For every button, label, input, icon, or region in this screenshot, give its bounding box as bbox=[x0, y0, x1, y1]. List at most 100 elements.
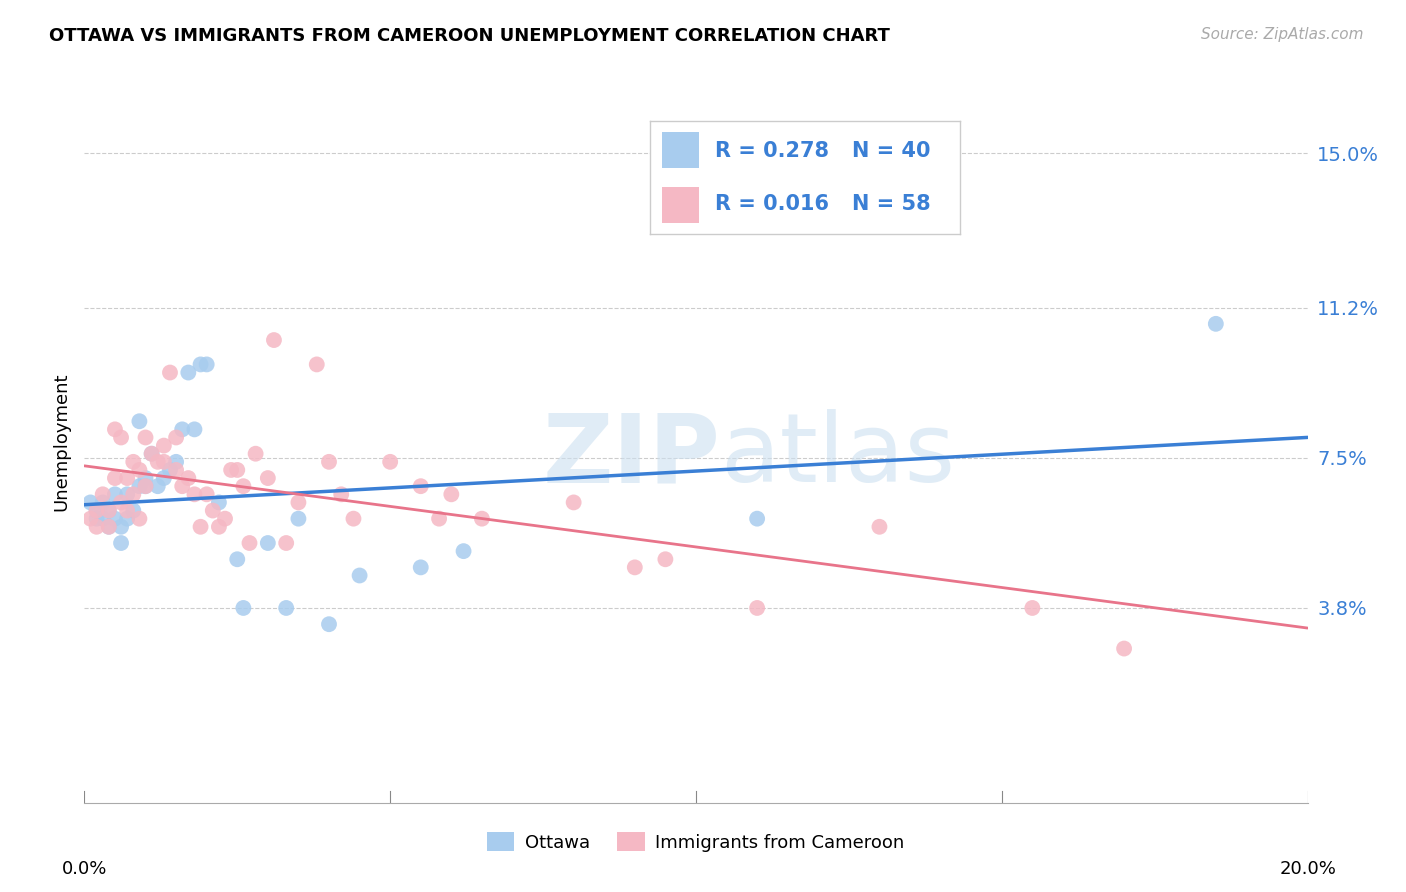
Point bbox=[135, 471, 157, 485]
Point bbox=[79, 511, 101, 525]
Point bbox=[453, 544, 475, 558]
Point bbox=[190, 520, 212, 534]
Point bbox=[232, 601, 254, 615]
Point bbox=[128, 479, 150, 493]
Point bbox=[91, 487, 114, 501]
Point bbox=[1205, 317, 1227, 331]
Point bbox=[201, 503, 224, 517]
Point bbox=[153, 439, 176, 453]
Point bbox=[195, 358, 218, 372]
Point bbox=[128, 463, 150, 477]
Point bbox=[409, 560, 432, 574]
Point bbox=[195, 487, 218, 501]
Text: 0.0%: 0.0% bbox=[62, 860, 107, 878]
Point bbox=[330, 487, 353, 501]
Point bbox=[380, 455, 402, 469]
Point bbox=[159, 463, 181, 477]
Point bbox=[122, 503, 145, 517]
Point bbox=[183, 487, 205, 501]
Point bbox=[104, 422, 127, 436]
Point bbox=[747, 601, 769, 615]
Point bbox=[276, 536, 298, 550]
Point bbox=[427, 511, 450, 525]
Point bbox=[110, 495, 132, 509]
Point bbox=[1021, 601, 1043, 615]
Point bbox=[153, 471, 176, 485]
Text: 20.0%: 20.0% bbox=[1279, 860, 1336, 878]
Point bbox=[135, 430, 157, 444]
Point bbox=[177, 471, 200, 485]
Point bbox=[79, 495, 101, 509]
Point bbox=[135, 479, 157, 493]
Point bbox=[214, 511, 236, 525]
Point bbox=[91, 495, 114, 509]
Point bbox=[104, 487, 127, 501]
Point bbox=[1114, 641, 1136, 656]
Point bbox=[257, 536, 280, 550]
Point bbox=[440, 487, 463, 501]
Point bbox=[97, 520, 120, 534]
Point bbox=[172, 422, 194, 436]
Point bbox=[238, 536, 260, 550]
Point bbox=[110, 430, 132, 444]
Point bbox=[115, 503, 138, 517]
Point bbox=[263, 333, 285, 347]
Point bbox=[97, 503, 120, 517]
Point bbox=[141, 447, 163, 461]
Point bbox=[172, 479, 194, 493]
Text: R = 0.278: R = 0.278 bbox=[716, 141, 830, 161]
Text: Source: ZipAtlas.com: Source: ZipAtlas.com bbox=[1201, 27, 1364, 42]
Point bbox=[287, 511, 309, 525]
Text: N = 40: N = 40 bbox=[852, 141, 931, 161]
Point bbox=[86, 520, 108, 534]
Point bbox=[305, 358, 328, 372]
Point bbox=[257, 471, 280, 485]
Point bbox=[141, 447, 163, 461]
Point bbox=[115, 487, 138, 501]
Point bbox=[165, 463, 187, 477]
Point bbox=[226, 463, 249, 477]
Point bbox=[153, 455, 176, 469]
Point bbox=[654, 552, 676, 566]
Point bbox=[287, 495, 309, 509]
Point bbox=[97, 503, 120, 517]
Text: ZIP: ZIP bbox=[543, 409, 720, 502]
Point bbox=[165, 455, 187, 469]
Point bbox=[190, 358, 212, 372]
Y-axis label: Unemployment: Unemployment bbox=[52, 372, 70, 511]
Point bbox=[110, 520, 132, 534]
Point bbox=[349, 568, 371, 582]
Point bbox=[747, 511, 769, 525]
Point bbox=[159, 366, 181, 380]
Point bbox=[122, 487, 145, 501]
Point bbox=[115, 511, 138, 525]
Point bbox=[562, 495, 585, 509]
Text: OTTAWA VS IMMIGRANTS FROM CAMEROON UNEMPLOYMENT CORRELATION CHART: OTTAWA VS IMMIGRANTS FROM CAMEROON UNEMP… bbox=[49, 27, 890, 45]
Point bbox=[91, 511, 114, 525]
Point bbox=[183, 422, 205, 436]
Point bbox=[208, 520, 231, 534]
Text: R = 0.016: R = 0.016 bbox=[716, 194, 830, 213]
Point bbox=[122, 455, 145, 469]
Point bbox=[624, 560, 647, 574]
Point bbox=[276, 601, 298, 615]
Text: atlas: atlas bbox=[720, 409, 956, 502]
Point bbox=[128, 511, 150, 525]
Point bbox=[128, 414, 150, 428]
Point bbox=[135, 479, 157, 493]
Text: N = 58: N = 58 bbox=[852, 194, 931, 213]
Point bbox=[342, 511, 364, 525]
Point bbox=[318, 617, 340, 632]
Point bbox=[869, 520, 891, 534]
Point bbox=[226, 552, 249, 566]
Point bbox=[232, 479, 254, 493]
Legend: Ottawa, Immigrants from Cameroon: Ottawa, Immigrants from Cameroon bbox=[479, 825, 912, 859]
Point bbox=[471, 511, 494, 525]
Point bbox=[177, 366, 200, 380]
Point bbox=[97, 520, 120, 534]
Point bbox=[104, 471, 127, 485]
Point bbox=[219, 463, 242, 477]
Point bbox=[146, 455, 169, 469]
FancyBboxPatch shape bbox=[662, 186, 699, 223]
Point bbox=[208, 495, 231, 509]
